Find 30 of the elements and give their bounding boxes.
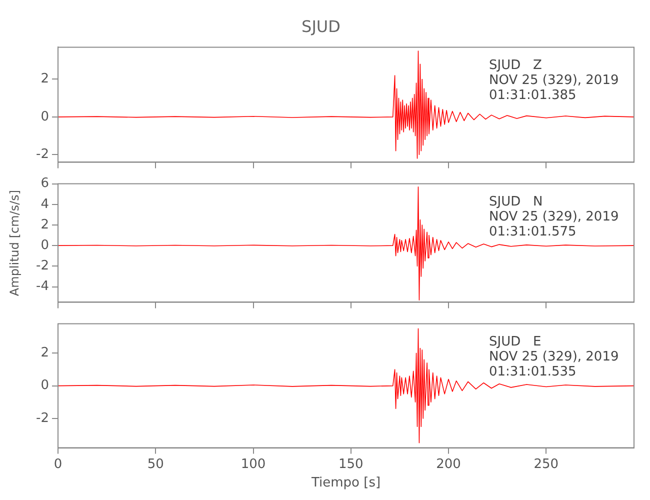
annotation: 01:31:01.385 [489,88,576,104]
annotation: SJUD E [489,334,542,350]
annotation: 01:31:01.535 [489,364,576,380]
x-tick-label: 250 [534,456,559,472]
annotation: SJUD Z [489,58,542,74]
x-tick-label: 50 [147,456,164,472]
y-tick-label: 0 [40,109,49,124]
y-tick-label: -2 [36,147,49,162]
y-axis-title: Amplitud [cm/s/s] [7,190,22,296]
x-tick-label: 150 [338,456,364,472]
x-tick-label: 0 [54,456,62,472]
chart-title: SJUD [302,16,340,36]
y-tick-label: 2 [40,72,49,87]
annotation: NOV 25 (329), 2019 [489,350,619,365]
annotation: 01:31:01.575 [489,224,576,240]
annotation: NOV 25 (329), 2019 [489,73,619,88]
y-tick-label: -2 [36,410,49,426]
y-tick-label: 6 [40,176,49,192]
y-tick-label: 2 [40,346,49,361]
y-tick-label: -2 [36,258,49,274]
y-tick-label: -4 [36,279,49,294]
x-tick-label: 200 [436,456,461,472]
y-tick-label: 2 [40,217,49,232]
x-tick-label: 100 [240,456,266,472]
x-axis-title: Tiempo [s] [310,476,381,491]
y-tick-label: 0 [40,238,49,253]
y-tick-label: 0 [40,378,49,394]
y-tick-label: 4 [40,196,49,212]
annotation: SJUD N [489,194,543,210]
annotation: NOV 25 (329), 2019 [489,210,619,225]
